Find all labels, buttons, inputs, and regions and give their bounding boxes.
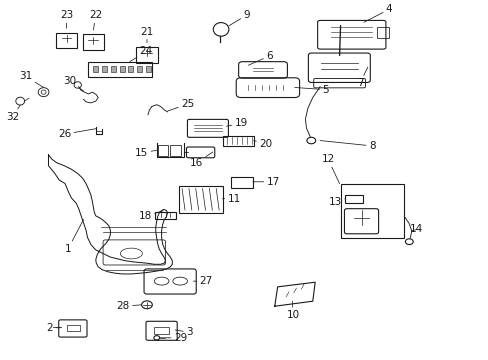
FancyBboxPatch shape	[137, 66, 142, 72]
Text: 17: 17	[252, 177, 279, 187]
Text: 11: 11	[222, 194, 240, 204]
Text: 5: 5	[294, 85, 328, 95]
Text: 15: 15	[135, 148, 157, 158]
FancyBboxPatch shape	[93, 66, 98, 72]
Text: 25: 25	[167, 99, 194, 111]
FancyBboxPatch shape	[102, 66, 107, 72]
FancyBboxPatch shape	[146, 66, 151, 72]
Text: 10: 10	[286, 301, 299, 320]
Text: 23: 23	[60, 10, 73, 28]
Text: 6: 6	[248, 51, 272, 65]
Text: 2: 2	[47, 323, 61, 333]
Text: 14: 14	[409, 225, 423, 234]
Text: 27: 27	[193, 276, 212, 286]
FancyBboxPatch shape	[128, 66, 133, 72]
Text: 8: 8	[320, 140, 375, 151]
Text: 29: 29	[159, 333, 187, 343]
Text: 12: 12	[321, 154, 339, 184]
Text: 20: 20	[253, 139, 272, 149]
Text: 30: 30	[63, 76, 83, 91]
Text: 9: 9	[228, 10, 250, 26]
Text: 4: 4	[363, 4, 392, 22]
Text: 7: 7	[356, 67, 367, 88]
Text: 22: 22	[89, 10, 102, 30]
Text: 21: 21	[140, 27, 153, 42]
Text: 31: 31	[19, 71, 43, 87]
Text: 18: 18	[138, 211, 163, 221]
Text: 3: 3	[175, 327, 192, 337]
FancyBboxPatch shape	[120, 66, 124, 72]
Text: 32: 32	[6, 105, 20, 122]
Text: 16: 16	[189, 152, 212, 168]
Text: 13: 13	[328, 197, 345, 207]
Text: 26: 26	[58, 129, 96, 139]
Text: 24: 24	[130, 46, 153, 62]
FancyBboxPatch shape	[111, 66, 116, 72]
Text: 28: 28	[117, 301, 142, 311]
Text: 19: 19	[226, 118, 247, 128]
Text: 1: 1	[64, 220, 83, 254]
